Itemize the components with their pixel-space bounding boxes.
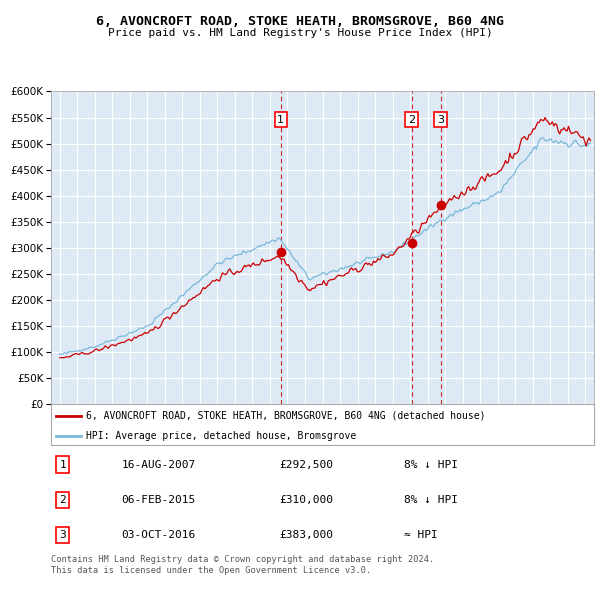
Text: £292,500: £292,500 — [279, 460, 333, 470]
Text: This data is licensed under the Open Government Licence v3.0.: This data is licensed under the Open Gov… — [51, 566, 371, 575]
Text: Price paid vs. HM Land Registry's House Price Index (HPI): Price paid vs. HM Land Registry's House … — [107, 28, 493, 38]
Text: 03-OCT-2016: 03-OCT-2016 — [122, 530, 196, 540]
Text: HPI: Average price, detached house, Bromsgrove: HPI: Average price, detached house, Brom… — [86, 431, 356, 441]
Text: 1: 1 — [59, 460, 67, 470]
Text: 3: 3 — [437, 114, 444, 124]
Text: Contains HM Land Registry data © Crown copyright and database right 2024.: Contains HM Land Registry data © Crown c… — [51, 555, 434, 563]
Text: 06-FEB-2015: 06-FEB-2015 — [122, 494, 196, 504]
Text: £310,000: £310,000 — [279, 494, 333, 504]
Text: 2: 2 — [408, 114, 415, 124]
Text: 6, AVONCROFT ROAD, STOKE HEATH, BROMSGROVE, B60 4NG (detached house): 6, AVONCROFT ROAD, STOKE HEATH, BROMSGRO… — [86, 411, 486, 421]
Text: 8% ↓ HPI: 8% ↓ HPI — [404, 494, 458, 504]
Text: 16-AUG-2007: 16-AUG-2007 — [122, 460, 196, 470]
Text: 6, AVONCROFT ROAD, STOKE HEATH, BROMSGROVE, B60 4NG: 6, AVONCROFT ROAD, STOKE HEATH, BROMSGRO… — [96, 15, 504, 28]
Text: 3: 3 — [59, 530, 67, 540]
Text: 1: 1 — [277, 114, 284, 124]
Text: £383,000: £383,000 — [279, 530, 333, 540]
Text: 8% ↓ HPI: 8% ↓ HPI — [404, 460, 458, 470]
Text: ≈ HPI: ≈ HPI — [404, 530, 438, 540]
Text: 2: 2 — [59, 494, 67, 504]
